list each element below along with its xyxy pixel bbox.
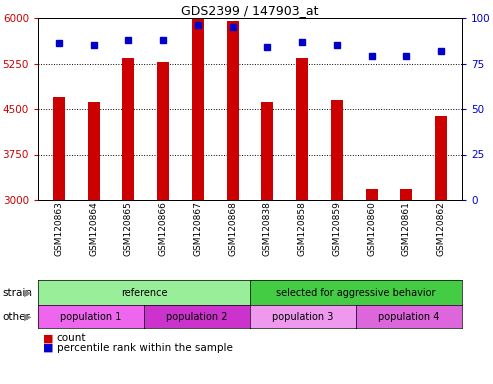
Text: ■: ■ [43, 333, 53, 343]
Bar [400, 189, 413, 200]
Text: selected for aggressive behavior: selected for aggressive behavior [276, 288, 436, 298]
Text: population 1: population 1 [60, 311, 122, 321]
Text: other: other [2, 311, 31, 321]
Bar [435, 116, 447, 200]
Bar [365, 189, 378, 200]
Text: ■: ■ [43, 343, 53, 353]
Bar [227, 21, 239, 200]
Text: ▶: ▶ [24, 288, 32, 298]
Text: percentile rank within the sample: percentile rank within the sample [57, 343, 233, 353]
Bar [53, 97, 65, 200]
Text: reference: reference [121, 288, 167, 298]
Text: population 4: population 4 [378, 311, 440, 321]
Title: GDS2399 / 147903_at: GDS2399 / 147903_at [181, 4, 319, 17]
Text: ▶: ▶ [24, 311, 32, 321]
Bar [192, 18, 204, 200]
Bar [296, 58, 308, 200]
Bar [88, 102, 100, 200]
Bar [157, 62, 169, 200]
Text: strain: strain [2, 288, 33, 298]
Bar [122, 58, 135, 200]
Bar [331, 100, 343, 200]
Text: population 3: population 3 [272, 311, 334, 321]
Text: count: count [57, 333, 86, 343]
Bar [261, 102, 274, 200]
Text: population 2: population 2 [166, 311, 228, 321]
